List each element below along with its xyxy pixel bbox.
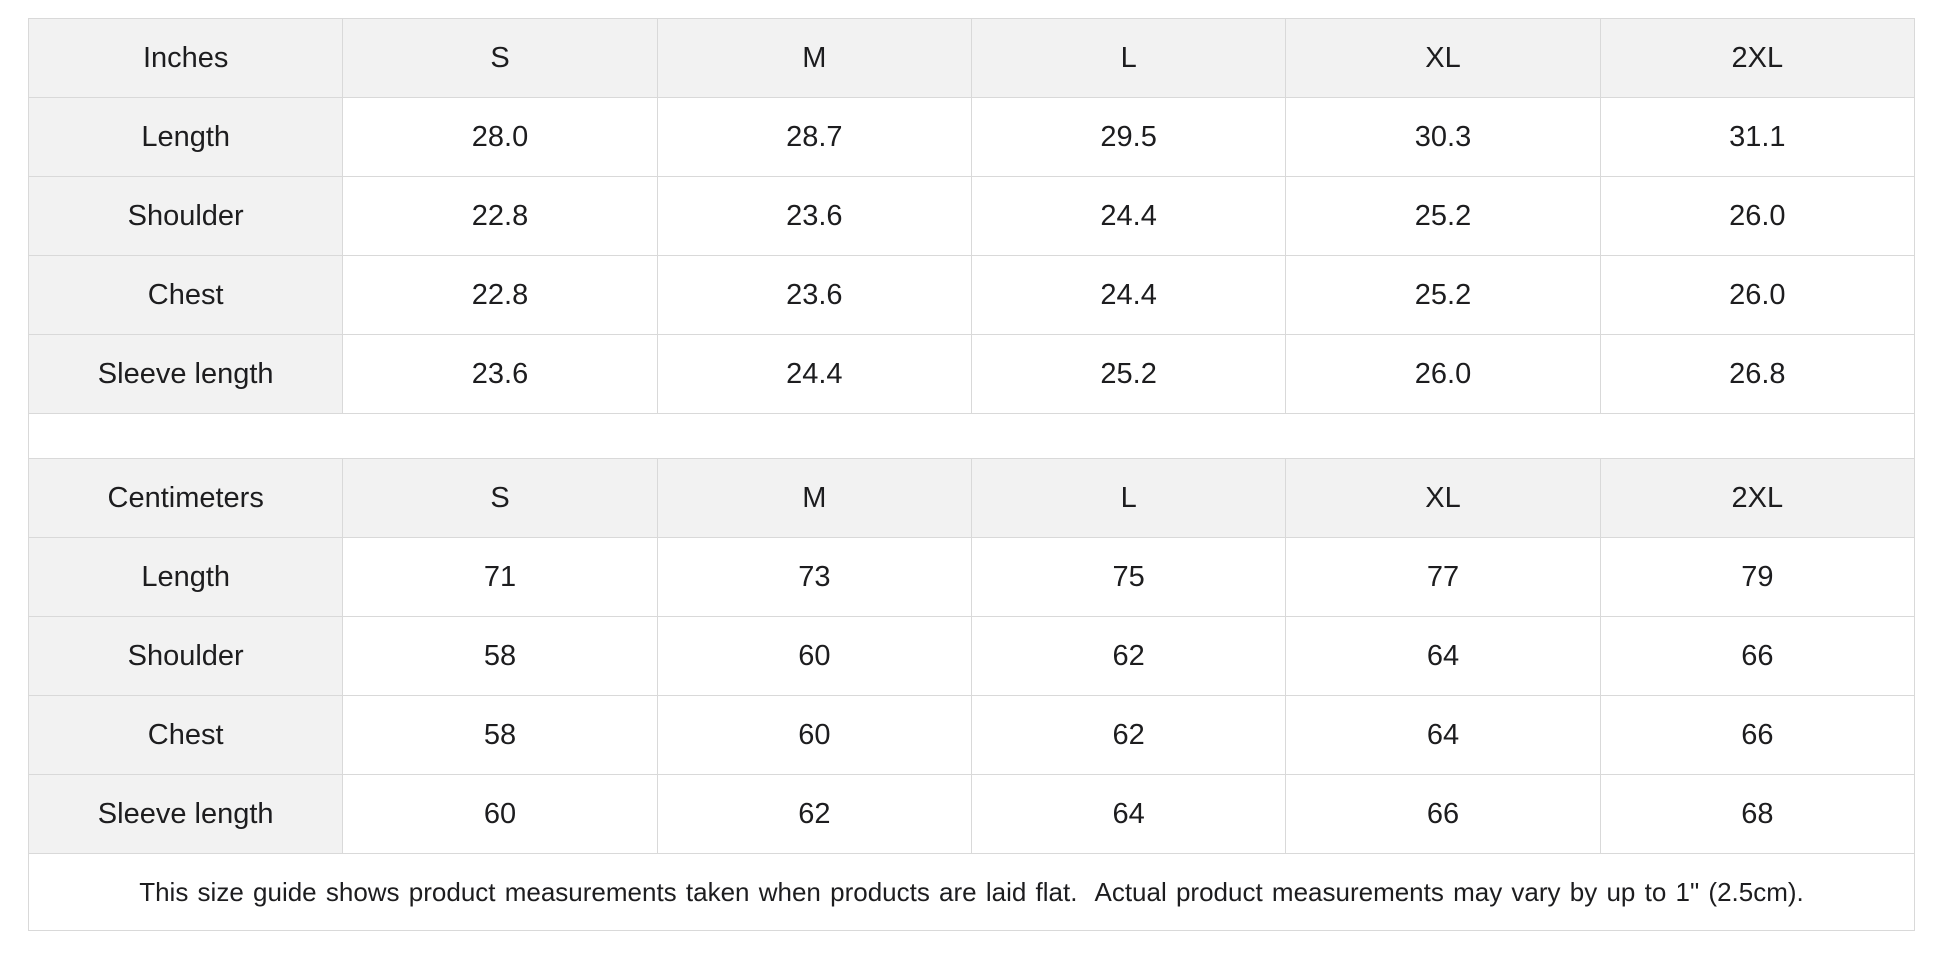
measurement-cell: 31.1 bbox=[1599, 97, 1916, 177]
measurement-cell: 26.0 bbox=[1599, 255, 1916, 335]
size-header-cell-xl: XL bbox=[1285, 458, 1601, 538]
unit-header-cell: Centimeters bbox=[27, 458, 344, 538]
measurement-cell: 60 bbox=[656, 695, 972, 775]
measurement-cell: 25.2 bbox=[970, 334, 1287, 414]
table-row-shoulder: Shoulder 58 60 62 64 66 bbox=[27, 616, 1916, 696]
measurement-cell: 66 bbox=[1599, 616, 1916, 696]
size-header-cell-2xl: 2XL bbox=[1599, 18, 1916, 98]
size-header-cell-s: S bbox=[342, 18, 658, 98]
spacer-row bbox=[28, 413, 1915, 459]
measurement-cell: 73 bbox=[656, 537, 972, 617]
table-row-length: Length 28.0 28.7 29.5 30.3 31.1 bbox=[27, 97, 1916, 177]
measurement-cell: 64 bbox=[1285, 616, 1601, 696]
size-guide-table: Inches S M L XL 2XL Length 28.0 28.7 29.… bbox=[27, 18, 1916, 931]
measurement-cell: 79 bbox=[1599, 537, 1916, 617]
measurement-cell: 24.4 bbox=[970, 176, 1287, 256]
measurement-cell: 60 bbox=[342, 774, 658, 854]
footer-row: This size guide shows product measuremen… bbox=[28, 853, 1915, 931]
measurement-cell: 58 bbox=[342, 616, 658, 696]
measurement-cell: 26.8 bbox=[1599, 334, 1916, 414]
measurement-cell: 62 bbox=[970, 695, 1287, 775]
footer-note: This size guide shows product measuremen… bbox=[28, 853, 1915, 931]
measurement-cell: 22.8 bbox=[342, 176, 658, 256]
measurement-cell: 28.0 bbox=[342, 97, 658, 177]
measurement-cell: 64 bbox=[970, 774, 1287, 854]
table-row-chest: Chest 58 60 62 64 66 bbox=[27, 695, 1916, 775]
measurement-cell: 23.6 bbox=[342, 334, 658, 414]
size-header-cell-2xl: 2XL bbox=[1599, 458, 1916, 538]
measurement-cell: 24.4 bbox=[970, 255, 1287, 335]
spacer-cell bbox=[28, 413, 1915, 459]
row-label-cell: Sleeve length bbox=[27, 774, 344, 854]
row-label-cell: Length bbox=[27, 537, 344, 617]
measurement-cell: 30.3 bbox=[1285, 97, 1601, 177]
measurement-cell: 25.2 bbox=[1285, 176, 1601, 256]
measurement-cell: 75 bbox=[970, 537, 1287, 617]
row-label-cell: Shoulder bbox=[27, 176, 344, 256]
measurement-cell: 64 bbox=[1285, 695, 1601, 775]
row-label-cell: Chest bbox=[27, 255, 344, 335]
inches-header-row: Inches S M L XL 2XL bbox=[27, 18, 1916, 98]
row-label-cell: Sleeve length bbox=[27, 334, 344, 414]
table-row-sleeve-length: Sleeve length 60 62 64 66 68 bbox=[27, 774, 1916, 854]
size-header-cell-m: M bbox=[656, 458, 972, 538]
measurement-cell: 62 bbox=[970, 616, 1287, 696]
measurement-cell: 23.6 bbox=[656, 176, 972, 256]
measurement-cell: 68 bbox=[1599, 774, 1916, 854]
row-label-cell: Chest bbox=[27, 695, 344, 775]
measurement-cell: 23.6 bbox=[656, 255, 972, 335]
table-row-shoulder: Shoulder 22.8 23.6 24.4 25.2 26.0 bbox=[27, 176, 1916, 256]
measurement-cell: 71 bbox=[342, 537, 658, 617]
row-label-cell: Shoulder bbox=[27, 616, 344, 696]
measurement-cell: 29.5 bbox=[970, 97, 1287, 177]
measurement-cell: 26.0 bbox=[1285, 334, 1601, 414]
measurement-cell: 66 bbox=[1599, 695, 1916, 775]
measurement-cell: 28.7 bbox=[656, 97, 972, 177]
row-label-cell: Length bbox=[27, 97, 344, 177]
measurement-cell: 77 bbox=[1285, 537, 1601, 617]
measurement-cell: 24.4 bbox=[656, 334, 972, 414]
size-header-cell-l: L bbox=[970, 458, 1287, 538]
measurement-cell: 25.2 bbox=[1285, 255, 1601, 335]
table-row-sleeve-length: Sleeve length 23.6 24.4 25.2 26.0 26.8 bbox=[27, 334, 1916, 414]
measurement-cell: 26.0 bbox=[1599, 176, 1916, 256]
table-row-chest: Chest 22.8 23.6 24.4 25.2 26.0 bbox=[27, 255, 1916, 335]
size-header-cell-xl: XL bbox=[1285, 18, 1601, 98]
measurement-cell: 62 bbox=[656, 774, 972, 854]
measurement-cell: 66 bbox=[1285, 774, 1601, 854]
measurement-cell: 22.8 bbox=[342, 255, 658, 335]
unit-header-cell: Inches bbox=[27, 18, 344, 98]
measurement-cell: 58 bbox=[342, 695, 658, 775]
size-header-cell-s: S bbox=[342, 458, 658, 538]
size-header-cell-m: M bbox=[656, 18, 972, 98]
table-row-length: Length 71 73 75 77 79 bbox=[27, 537, 1916, 617]
size-header-cell-l: L bbox=[970, 18, 1287, 98]
measurement-cell: 60 bbox=[656, 616, 972, 696]
centimeters-header-row: Centimeters S M L XL 2XL bbox=[27, 458, 1916, 538]
